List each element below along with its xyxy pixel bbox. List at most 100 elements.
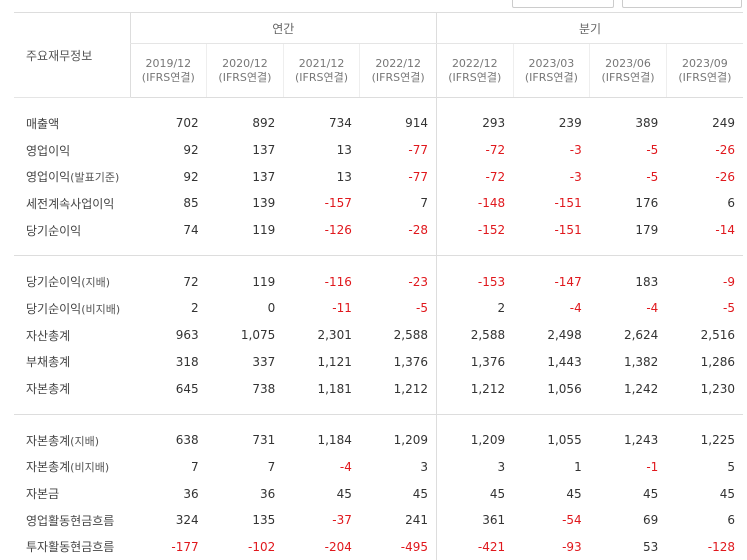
table-cell: 241 — [405, 513, 428, 528]
table-cell: 318 — [175, 354, 199, 369]
table-cell: 1,184 — [317, 433, 352, 448]
table-cell: 2,624 — [623, 328, 659, 343]
table-row: 자본금 36 36 45 45 45 45 45 45 — [14, 480, 743, 507]
table-cell: -28 — [408, 223, 428, 238]
table-cell: 1,055 — [547, 433, 582, 448]
row-label: 영업이익(발표기준) — [14, 163, 130, 190]
row-label-qualifier: (지배) — [70, 434, 99, 448]
table-cell: 13 — [336, 169, 352, 184]
table-cell: 36 — [183, 486, 199, 501]
table-cell: 963 — [175, 328, 199, 343]
table-cell: 3 — [420, 459, 428, 474]
table-cell: 45 — [336, 486, 352, 501]
row-label-main: 부채총계 — [26, 355, 71, 370]
group-header-quarterly: 분기 — [435, 12, 743, 44]
table-cell: 1,212 — [393, 381, 428, 396]
table-cell: -4 — [339, 459, 352, 474]
table-cell: 45 — [719, 486, 735, 501]
table-cell: -157 — [324, 196, 352, 211]
table-cell: 337 — [252, 354, 276, 369]
table-cell: 6 — [727, 196, 735, 211]
table-row: 당기순이익(비지배) 2 0 -11 -5 2 -4 -4 -5 — [14, 295, 743, 322]
table-cell: -14 — [715, 223, 735, 238]
table-row: 세전계속사업이익 85 139 -157 7 -148 -151 176 6 — [14, 190, 743, 217]
column-header-7: 2023/09 (IFRS연결) — [665, 43, 743, 98]
row-label-main: 투자활동현금흐름 — [26, 540, 115, 555]
table-cell: -153 — [435, 268, 514, 296]
table-cell: 1,376 — [393, 354, 428, 369]
column-header-3: 2022/12 (IFRS연결) — [359, 43, 437, 98]
table-cell: -9 — [723, 274, 735, 289]
row-label: 자본총계(지배) — [14, 427, 130, 454]
row-label: 매출액 — [14, 110, 130, 137]
table-cell: 36 — [259, 486, 276, 501]
table-cell: 1,382 — [623, 354, 659, 369]
table-cell: -5 — [723, 301, 735, 316]
row-label: 자본총계 — [14, 375, 130, 402]
row-label-main: 당기순이익 — [26, 275, 82, 290]
table-cell: -5 — [646, 169, 659, 184]
table-cell: 119 — [252, 274, 276, 289]
table-cell: 1,230 — [700, 381, 735, 396]
table-row: 당기순이익(지배) 72 119 -116 -23 -153 -147 183 -9 — [14, 268, 743, 296]
row-label: 영업이익 — [14, 137, 130, 164]
table-cell: 135 — [252, 513, 276, 528]
column-period: 2023/03 — [528, 56, 575, 70]
column-basis: (IFRS연결) — [601, 70, 655, 84]
dropdown-select-1[interactable] — [512, 0, 614, 8]
table-row: 영업활동현금흐름 324 135 -37 241 361 -54 69 6 — [14, 506, 743, 534]
table-cell: -72 — [435, 163, 514, 191]
table-row: 당기순이익 74 119 -126 -28 -152 -151 179 -14 — [14, 216, 743, 244]
table-cell: 137 — [252, 169, 276, 184]
table-cell: 74 — [183, 223, 199, 238]
table-cell: 293 — [435, 110, 514, 137]
table-cell: 645 — [175, 381, 199, 396]
row-label: 당기순이익(비지배) — [14, 295, 130, 322]
table-row: 자산총계 963 1,075 2,301 2,588 2,588 2,498 2,624 2,5… — [14, 321, 743, 349]
table-cell: -23 — [408, 274, 428, 289]
table-cell: 2 — [435, 295, 514, 322]
row-label-qualifier: (비지배) — [81, 302, 121, 316]
table-cell: 734 — [328, 116, 352, 131]
table-cell: 92 — [183, 169, 199, 184]
table-cell: 6 — [727, 513, 735, 528]
row-label-qualifier: (비지배) — [70, 461, 110, 475]
table-cell: 239 — [558, 116, 582, 131]
row-label: 투자활동현금흐름 — [14, 534, 130, 560]
row-label: 당기순이익(지배) — [14, 268, 130, 295]
table-cell: -177 — [171, 539, 199, 554]
row-label-qualifier: (지배) — [81, 276, 111, 290]
table-cell: -204 — [324, 539, 352, 554]
row-label-main: 영업이익 — [26, 143, 71, 158]
column-header-1: 2020/12 (IFRS연결) — [206, 43, 284, 98]
dropdown-select-2[interactable] — [622, 0, 742, 8]
table-cell: -5 — [646, 143, 659, 158]
group-header-annual: 연간 — [129, 12, 437, 44]
row-label-main: 영업활동현금흐름 — [26, 513, 115, 528]
table-cell: 638 — [175, 433, 199, 448]
table-cell: 1,181 — [317, 381, 352, 396]
row-label: 세전계속사업이익 — [14, 190, 130, 217]
row-label-main: 자본총계 — [26, 382, 71, 397]
table-cell: -495 — [400, 539, 428, 554]
table-cell: 45 — [435, 480, 514, 507]
row-label: 당기순이익 — [14, 217, 130, 244]
table-cell: -4 — [646, 301, 659, 316]
row-label-main: 당기순이익 — [26, 223, 82, 238]
table-cell: -93 — [562, 539, 582, 554]
table-cell: 5 — [727, 459, 735, 474]
column-period: 2022/12 — [451, 56, 498, 70]
column-header-2: 2021/12 (IFRS연결) — [282, 43, 360, 98]
table-cell: -126 — [324, 223, 352, 238]
table-cell: 13 — [336, 143, 352, 158]
table-cell: 1,075 — [240, 328, 276, 343]
column-header-6: 2023/06 (IFRS연결) — [589, 43, 667, 98]
row-label-main: 매출액 — [26, 116, 60, 131]
table-cell: 1,212 — [435, 375, 514, 402]
table-row: 투자활동현금흐름 -177 -102 -204 -495 -421 -93 53 -128 — [14, 533, 743, 560]
table-cell: 738 — [252, 381, 276, 396]
table-cell: -102 — [248, 539, 276, 554]
table-cell: 45 — [412, 486, 428, 501]
column-period: 2020/12 — [222, 56, 268, 70]
table-cell: -128 — [707, 539, 735, 554]
